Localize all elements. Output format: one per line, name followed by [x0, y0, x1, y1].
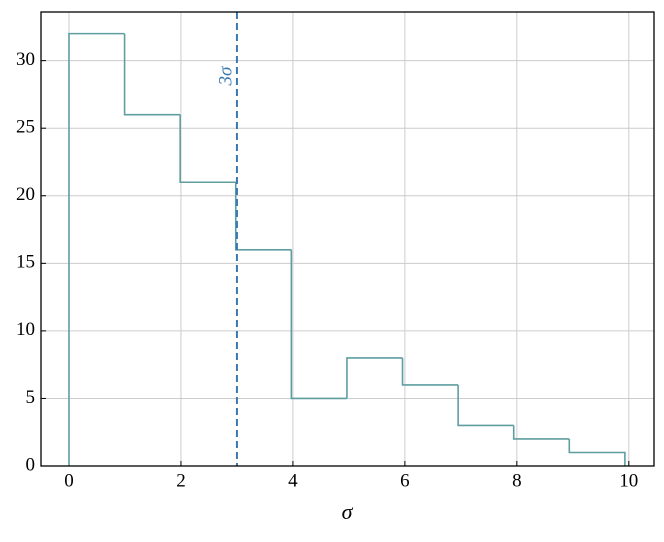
x-tick-label: 8 [512, 470, 522, 491]
histogram-bin [290, 249, 347, 400]
plot-frame [40, 11, 655, 467]
histogram-bin [68, 32, 125, 466]
histogram-bin [568, 438, 626, 466]
y-tick-label: 25 [16, 117, 35, 138]
histogram-bin [401, 357, 459, 386]
histogram-bin [123, 33, 181, 116]
x-tick-label: 0 [64, 470, 74, 491]
y-tick-label: 15 [16, 252, 35, 273]
histogram-bin [234, 182, 292, 251]
x-axis-label: σ [342, 499, 354, 524]
y-tick-label: 5 [26, 387, 36, 408]
x-tick-label: 10 [619, 470, 638, 491]
histogram-bin [457, 384, 514, 427]
threshold-label: 3σ [215, 66, 236, 87]
x-tick-label: 6 [400, 470, 410, 491]
histogram-bin [346, 357, 403, 399]
histogram-bin [179, 114, 236, 184]
x-tick-label: 4 [288, 470, 298, 491]
y-tick-label: 20 [16, 184, 35, 205]
x-tick-label: 2 [176, 470, 186, 491]
y-tick-label: 0 [26, 454, 36, 475]
histogram-bin [512, 425, 570, 440]
y-tick-label: 10 [16, 319, 35, 340]
y-tick-label: 30 [16, 49, 35, 70]
